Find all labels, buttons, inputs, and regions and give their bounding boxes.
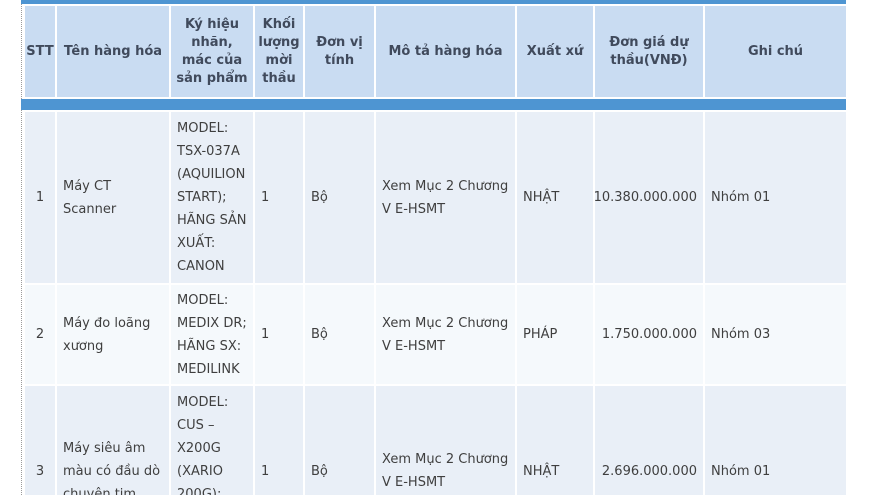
- header-separator-bar: [21, 99, 846, 110]
- header-cell-qty: Khối lượng mời thầu: [255, 6, 303, 97]
- cell-unit: Bộ: [305, 112, 374, 283]
- cell-note: Nhóm 01: [705, 386, 846, 495]
- goods-table: STT Tên hàng hóa Ký hiệu nhãn, mác của s…: [21, 0, 847, 495]
- cell-origin: NHẬT: [517, 112, 593, 283]
- cell-note: Nhóm 01: [705, 112, 846, 283]
- cell-qty: 1: [255, 386, 303, 495]
- cell-description: Xem Mục 2 Chương V E-HSMT: [376, 285, 515, 384]
- header-cell-price: Đơn giá dự thầu(VNĐ): [595, 6, 703, 97]
- header-cell-name: Tên hàng hóa: [57, 6, 169, 97]
- cell-unit: Bộ: [305, 386, 374, 495]
- cell-price: 2.696.000.000: [595, 386, 703, 495]
- cell-description: Xem Mục 2 Chương V E-HSMT: [376, 112, 515, 283]
- cell-name: Máy đo loãng xương: [57, 285, 169, 384]
- header-cell-origin: Xuất xứ: [517, 6, 593, 97]
- cell-stt: 1: [25, 112, 55, 283]
- header-cell-note: Ghi chú: [705, 6, 846, 97]
- cell-unit: Bộ: [305, 285, 374, 384]
- header-cell-model: Ký hiệu nhãn, mác của sản phẩm: [171, 6, 253, 97]
- header-cell-description: Mô tả hàng hóa: [376, 6, 515, 97]
- cell-note: Nhóm 03: [705, 285, 846, 384]
- cell-stt: 2: [25, 285, 55, 384]
- table-top-accent-bar: [21, 0, 846, 4]
- cell-price: 1.750.000.000: [595, 285, 703, 384]
- cell-model: MODEL: TSX-037A (AQUILION START); HÃNG S…: [171, 112, 253, 283]
- cell-qty: 1: [255, 285, 303, 384]
- cell-model: MODEL: MEDIX DR; HÃNG SX: MEDILINK: [171, 285, 253, 384]
- header-cell-stt: STT: [25, 6, 55, 97]
- cell-qty: 1: [255, 112, 303, 283]
- cell-name: Máy siêu âm màu có đầu dò chuyên tim: [57, 386, 169, 495]
- cell-origin: PHÁP: [517, 285, 593, 384]
- page-break-dotted-border: [21, 4, 22, 495]
- cell-name: Máy CT Scanner: [57, 112, 169, 283]
- cell-description: Xem Mục 2 Chương V E-HSMT: [376, 386, 515, 495]
- cell-stt: 3: [25, 386, 55, 495]
- cell-origin: NHẬT: [517, 386, 593, 495]
- cell-price: 10.380.000.000: [595, 112, 703, 283]
- header-cell-unit: Đơn vị tính: [305, 6, 374, 97]
- cell-model: MODEL: CUS – X200G (XARIO 200G);: [171, 386, 253, 495]
